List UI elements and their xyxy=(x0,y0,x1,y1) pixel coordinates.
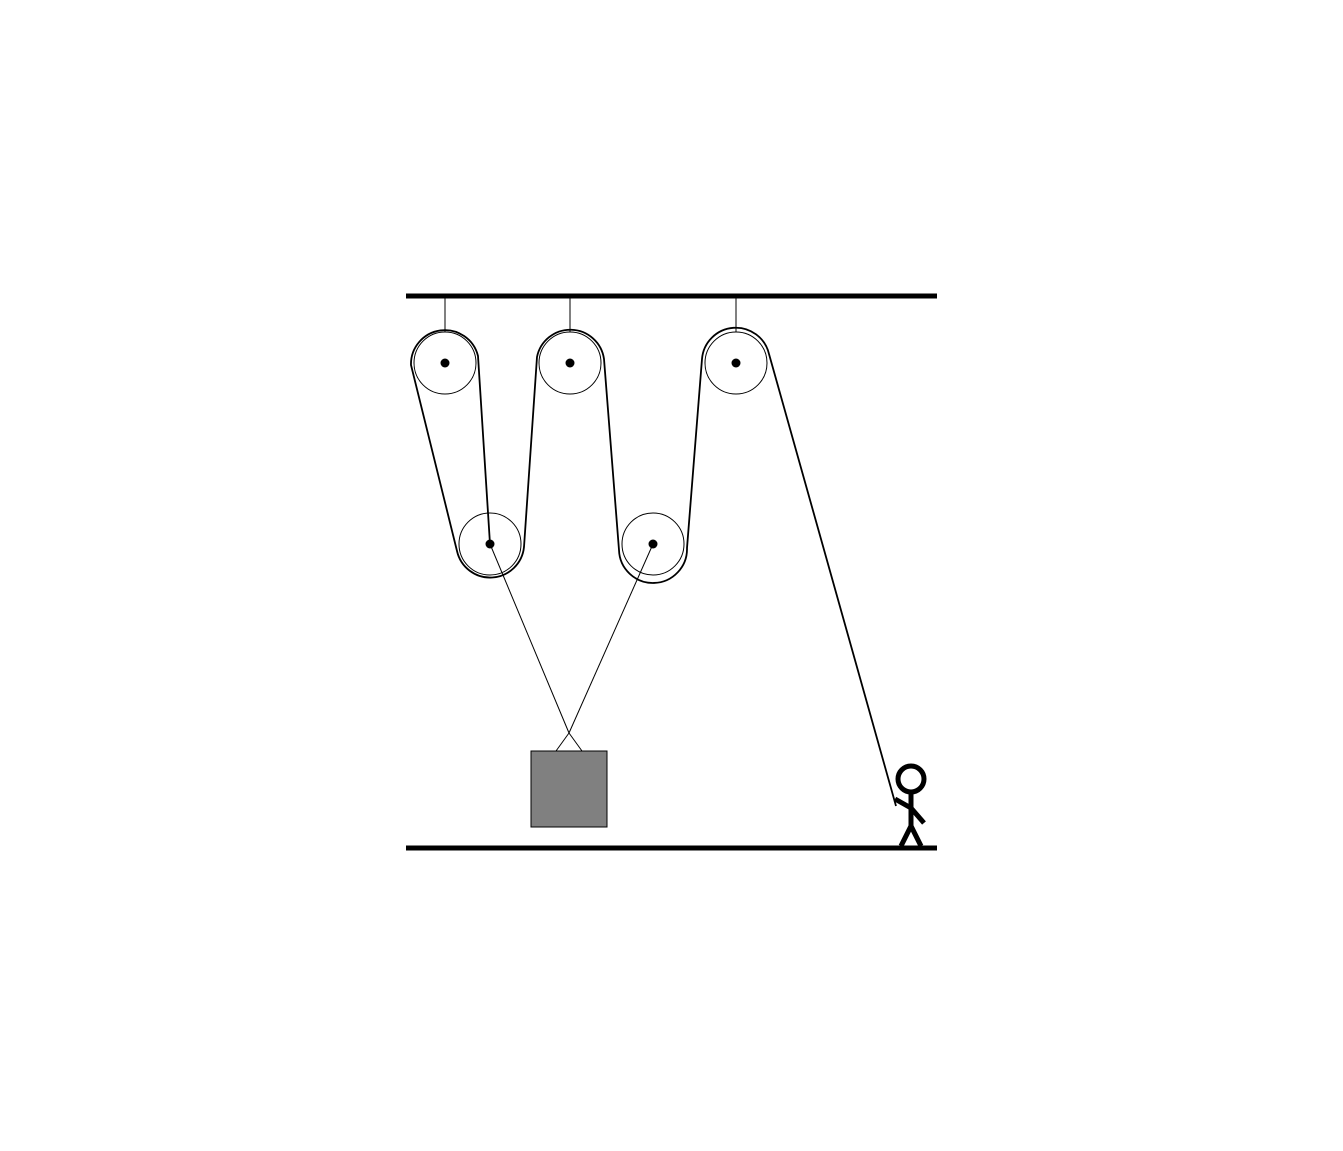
load-rope-1 xyxy=(489,543,570,734)
rope xyxy=(410,326,897,807)
person-leg-right xyxy=(908,824,924,848)
person-figure xyxy=(893,763,927,848)
person-head xyxy=(895,763,927,795)
fixed-pulley-1 xyxy=(413,331,477,395)
person-leg-left xyxy=(898,824,914,848)
fixed-pulley-3 xyxy=(704,331,768,395)
fixed-pulley-2 xyxy=(538,331,602,395)
load-rope-2 xyxy=(568,543,654,734)
load-block xyxy=(530,750,608,828)
load-bridle-left xyxy=(555,732,570,752)
load-bridle-right xyxy=(568,732,583,752)
person-arm-back xyxy=(909,806,926,825)
person-arm-pulling xyxy=(893,796,913,811)
